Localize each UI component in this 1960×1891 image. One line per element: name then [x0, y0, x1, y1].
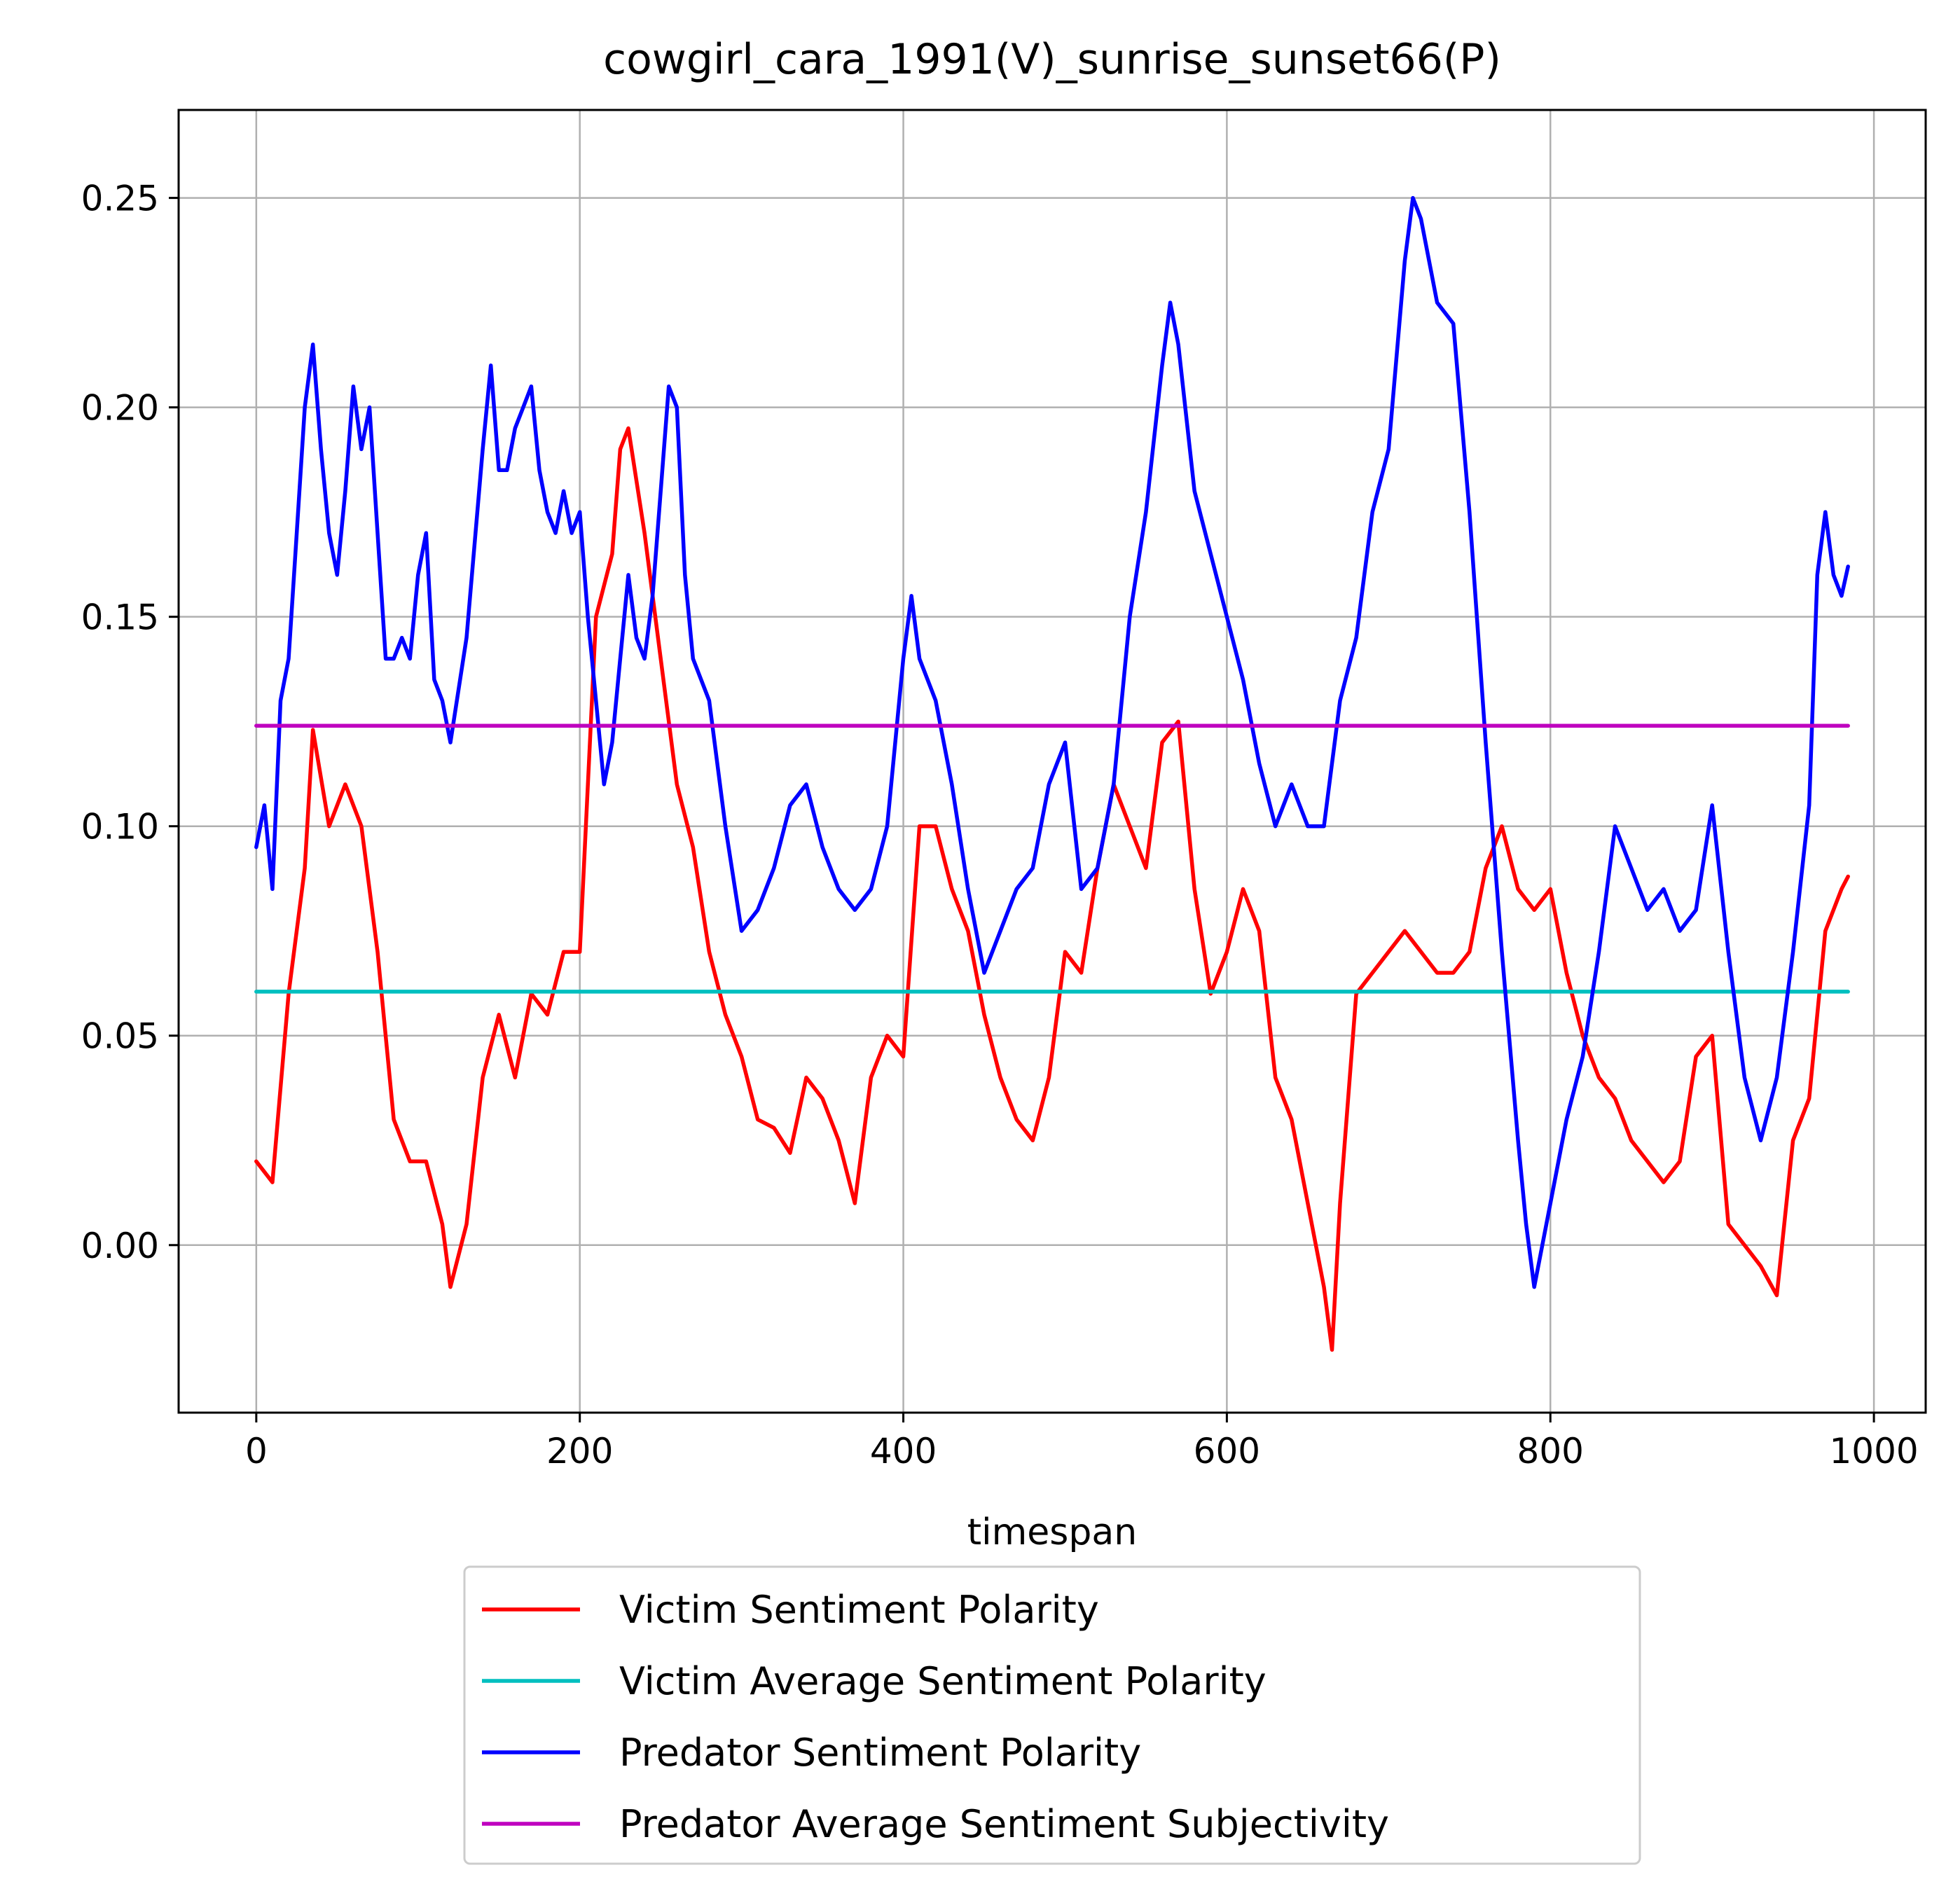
- y-tick-label: 0.15: [81, 597, 159, 638]
- legend-label: Victim Sentiment Polarity: [619, 1588, 1099, 1632]
- series-line-3: [254, 195, 1850, 1289]
- x-tick-label: 400: [870, 1431, 937, 1471]
- legend-box: [463, 1565, 1641, 1865]
- y-tick-label: 0.00: [81, 1226, 159, 1266]
- legend-label: Predator Sentiment Polarity: [619, 1731, 1141, 1775]
- legend: Victim Sentiment Polarity Victim Average …: [463, 1565, 1641, 1865]
- x-tick-label: 200: [546, 1431, 613, 1471]
- x-tick-label: 800: [1517, 1431, 1584, 1471]
- series-line-1: [254, 426, 1850, 1352]
- y-tick-label: 0.25: [81, 179, 159, 219]
- y-tick-label: 0.10: [81, 807, 159, 847]
- y-tick-label: 0.20: [81, 388, 159, 429]
- x-tick-label: 0: [245, 1431, 268, 1471]
- x-tick-label: 1000: [1829, 1431, 1918, 1471]
- chart-title: cowgirl_cara_1991(V)_sunrise_sunset66(P): [603, 35, 1501, 84]
- y-tick-label: 0.05: [81, 1016, 159, 1057]
- plot-frame: [177, 109, 1927, 1414]
- ticks: 0 200 400 600 800 1000 0.00 0.05 0.10 0.15 0.20 0.2…: [81, 179, 1919, 1471]
- legend-label: Victim Average Sentiment Polarity: [619, 1659, 1267, 1703]
- x-axis-label: timespan: [967, 1511, 1137, 1553]
- x-tick-label: 600: [1194, 1431, 1260, 1471]
- legend-label: Predator Average Sentiment Subjectivity: [619, 1802, 1389, 1846]
- grid: [179, 110, 1926, 1413]
- series-lines: [254, 195, 1850, 1352]
